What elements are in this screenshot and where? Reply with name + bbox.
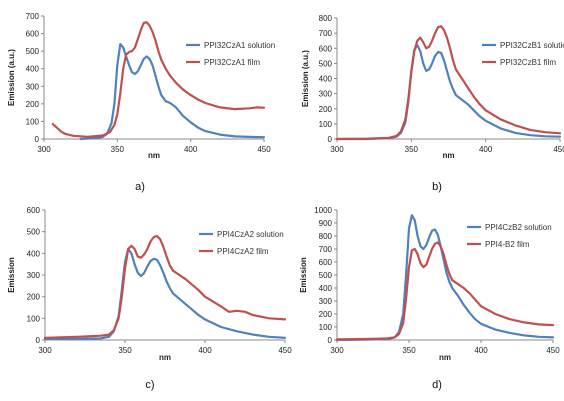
legend-entry: PPI4-B2 film [485,240,530,249]
legend-entry: PPI4CzA2 solution [217,230,284,239]
y-tick-label: 200 [319,105,333,114]
x-tick-label: 450 [553,145,564,154]
x-axis-title: nm [443,151,455,160]
series-line-solution [43,247,287,340]
x-tick-label: 450 [278,346,292,355]
y-tick-label: 100 [27,314,41,323]
y-axis-title: Emission (a.u.) [7,49,16,106]
y-tick-label: 700 [319,29,333,38]
y-tick-label: 600 [27,206,41,215]
legend-entry: PPI32CzA1 solution [204,41,275,50]
y-tick-label: 300 [319,90,333,99]
x-tick-label: 400 [474,346,488,355]
x-tick-label: 350 [118,346,132,355]
series-line-film [335,25,562,141]
y-tick-label: 400 [319,75,333,84]
y-tick-label: 400 [319,284,333,293]
x-tick-label: 400 [184,145,198,154]
series-line-film [43,234,287,339]
y-tick-label: 200 [27,293,41,302]
y-tick-label: 600 [319,258,333,267]
y-tick-label: 400 [26,65,40,74]
y-tick-label: 200 [26,100,40,109]
panel-label: c) [145,379,154,391]
y-tick-label: 1000 [314,206,332,215]
x-tick-label: 350 [111,145,125,154]
y-tick-label: 300 [319,297,333,306]
chart-panel-3: 0 100 200 300 400 500 600 300 350 400 450 nm Emissio… [7,206,292,391]
x-tick-label: 400 [479,145,493,154]
x-tick-label: 300 [330,346,344,355]
legend-entry: PPI4CzB2 solution [485,223,552,232]
y-tick-label: 0 [35,135,40,144]
x-axis-title: nm [439,353,451,362]
x-axis-title: nm [159,353,171,362]
y-tick-label: 900 [319,219,333,228]
y-tick-label: 800 [319,14,333,23]
x-tick-label: 450 [257,145,271,154]
chart-panel-2: 0 100 200 300 400 500 600 700 800 300 350 400 450 nm E… [301,14,564,193]
panel-label: a) [135,181,145,193]
y-tick-label: 700 [26,12,40,21]
x-tick-label: 450 [546,346,560,355]
chart-panel-1: 0 100 200 300 400 500 600 700 300 350 400 450 nm Emis… [7,12,275,193]
x-tick-label: 350 [405,145,419,154]
y-tick-label: 0 [328,336,333,345]
x-tick-label: 300 [330,145,344,154]
y-axis-title: Emission (a.u.) [301,50,310,107]
y-axis-title: Emission [7,257,16,293]
legend-entry: PPI32CzB1 film [500,58,556,67]
y-tick-label: 100 [319,323,333,332]
y-axis-title: Emission [299,257,308,293]
x-tick-label: 300 [38,346,52,355]
y-tick-label: 200 [319,310,333,319]
legend-entry: PPI4CzA2 film [217,247,269,256]
y-tick-label: 300 [26,82,40,91]
x-tick-label: 350 [402,346,416,355]
y-tick-label: 0 [36,336,41,345]
y-tick-label: 500 [319,59,333,68]
y-tick-label: 0 [328,135,333,144]
chart-panel-4: 0 100 200 300 400 500 600 700 800 900 1000 300 350 40… [299,206,560,391]
y-tick-label: 700 [319,245,333,254]
y-tick-label: 800 [319,232,333,241]
x-tick-label: 400 [198,346,212,355]
y-tick-label: 400 [27,249,41,258]
series-line-film [335,241,555,341]
legend-entry: PPI32CzA1 film [204,58,260,67]
panel-label: d) [432,379,442,391]
series-line-film [51,21,266,138]
y-tick-label: 100 [26,117,40,126]
series-line-solution [79,42,266,141]
y-tick-label: 500 [26,47,40,56]
y-tick-label: 600 [319,44,333,53]
y-tick-label: 500 [27,228,41,237]
y-tick-label: 100 [319,120,333,129]
series-line-solution [335,214,555,342]
x-tick-label: 300 [37,145,51,154]
x-axis-title: nm [148,151,160,160]
y-tick-label: 300 [27,271,41,280]
y-tick-label: 600 [26,30,40,39]
y-tick-label: 500 [319,271,333,280]
panel-label: b) [432,181,442,193]
legend-entry: PPI32CzB1 solution [500,41,564,50]
